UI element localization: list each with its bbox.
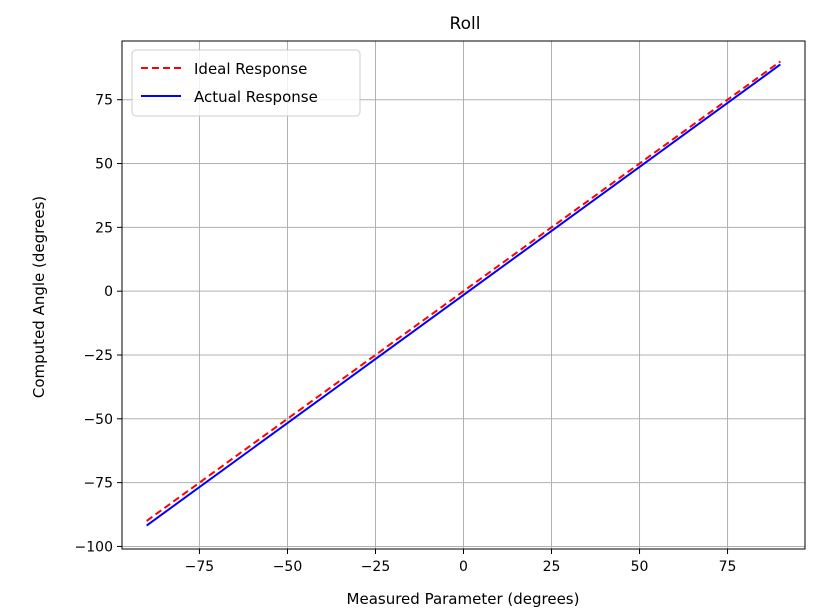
x-tick-label: −75	[185, 559, 215, 575]
legend: Ideal Response Actual Response	[131, 49, 361, 117]
x-tick-label: 25	[543, 559, 561, 575]
y-tick-label: −50	[83, 412, 113, 428]
x-tick-label: −50	[273, 559, 303, 575]
grid	[122, 41, 805, 549]
y-tick-label: 0	[104, 284, 113, 300]
series-line-actual-response	[146, 63, 781, 527]
y-tick-label: 25	[95, 220, 113, 236]
y-axis-label: Computed Angle (degrees)	[30, 196, 48, 398]
x-tick-label: −25	[361, 559, 391, 575]
y-tick-label: 50	[95, 157, 113, 173]
y-tick-label: 75	[95, 93, 113, 109]
x-tick-label: 50	[631, 559, 649, 575]
legend-box	[131, 49, 361, 117]
series-line-ideal-response	[146, 60, 781, 522]
y-tick-label: −75	[83, 476, 113, 492]
chart-title: Roll	[450, 14, 481, 34]
y-axis: −100 −75 −50 −25 0 25 50 75	[75, 93, 122, 555]
y-tick-label: −100	[75, 539, 113, 555]
x-axis-label: Measured Parameter (degrees)	[347, 590, 580, 608]
x-axis: −75 −50 −25 0 25 50 75	[185, 549, 737, 575]
x-tick-label: 75	[719, 559, 737, 575]
legend-label-ideal-response: Ideal Response	[194, 60, 307, 78]
y-tick-label: −25	[83, 348, 113, 364]
x-tick-label: 0	[459, 559, 468, 575]
plot-series	[146, 60, 781, 527]
legend-label-actual-response: Actual Response	[194, 88, 318, 106]
